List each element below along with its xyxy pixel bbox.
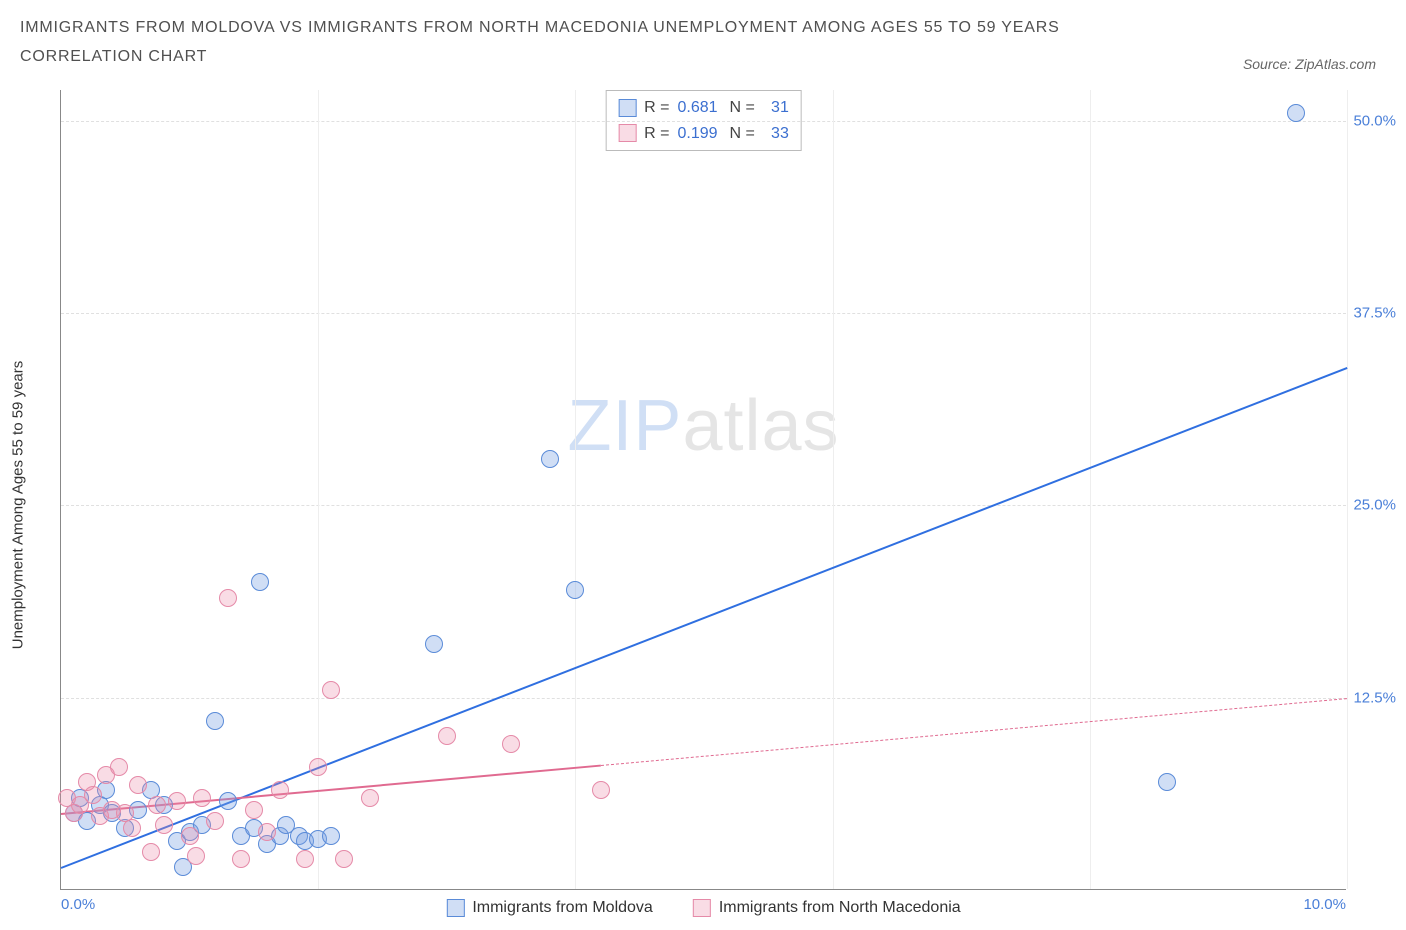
legend-series-name: Immigrants from North Macedonia: [719, 899, 961, 917]
data-point: [219, 792, 237, 810]
stats-legend-row: R = 0.199 N = 33: [618, 121, 789, 147]
stat-r-value: 0.681: [678, 95, 722, 121]
data-point: [322, 681, 340, 699]
stat-r-value: 0.199: [678, 121, 722, 147]
data-point: [361, 789, 379, 807]
y-tick-label: 50.0%: [1348, 112, 1396, 129]
legend-swatch: [618, 124, 636, 142]
data-point: [155, 816, 173, 834]
watermark: ZIPatlas: [567, 385, 839, 467]
data-point: [245, 801, 263, 819]
legend-item: Immigrants from North Macedonia: [693, 899, 961, 917]
legend-swatch: [618, 99, 636, 117]
data-point: [129, 776, 147, 794]
stats-legend-row: R = 0.681 N = 31: [618, 95, 789, 121]
watermark-zip: ZIP: [567, 386, 682, 466]
data-point: [148, 796, 166, 814]
source-attribution: Source: ZipAtlas.com: [1243, 56, 1376, 72]
gridline-vertical: [1090, 90, 1091, 889]
data-point: [1158, 773, 1176, 791]
gridline-vertical: [1347, 90, 1348, 889]
data-point: [592, 781, 610, 799]
data-point: [123, 819, 141, 837]
plot-area: ZIPatlas R =0.681N =31R =0.199N =33 Immi…: [60, 90, 1346, 890]
watermark-atlas: atlas: [682, 386, 839, 466]
stat-n-label: N =: [730, 95, 755, 121]
legend-swatch: [693, 899, 711, 917]
y-axis-label: Unemployment Among Ages 55 to 59 years: [10, 361, 27, 650]
data-point: [322, 827, 340, 845]
data-point: [142, 843, 160, 861]
gridline-horizontal: [61, 121, 1346, 122]
data-point: [206, 812, 224, 830]
data-point: [206, 712, 224, 730]
gridline-horizontal: [61, 505, 1346, 506]
data-point: [566, 581, 584, 599]
data-point: [168, 792, 186, 810]
data-point: [1287, 104, 1305, 122]
gridline-horizontal: [61, 698, 1346, 699]
data-point: [271, 781, 289, 799]
gridline-vertical: [833, 90, 834, 889]
data-point: [187, 847, 205, 865]
data-point: [232, 850, 250, 868]
x-tick-label: 0.0%: [61, 896, 95, 913]
data-point: [438, 727, 456, 745]
trend-line: [601, 698, 1347, 766]
data-point: [219, 589, 237, 607]
data-point: [258, 823, 276, 841]
data-point: [296, 850, 314, 868]
data-point: [335, 850, 353, 868]
y-tick-label: 37.5%: [1348, 305, 1396, 322]
y-tick-label: 12.5%: [1348, 689, 1396, 706]
chart-container: Unemployment Among Ages 55 to 59 years Z…: [10, 90, 1396, 920]
chart-title-line1: IMMIGRANTS FROM MOLDOVA VS IMMIGRANTS FR…: [20, 14, 1386, 43]
data-point: [425, 635, 443, 653]
data-point: [110, 758, 128, 776]
legend-series-name: Immigrants from Moldova: [472, 899, 653, 917]
legend-item: Immigrants from Moldova: [446, 899, 653, 917]
data-point: [251, 573, 269, 591]
stat-r-label: R =: [644, 95, 669, 121]
stat-r-label: R =: [644, 121, 669, 147]
series-legend: Immigrants from Moldova Immigrants from N…: [446, 899, 960, 917]
stat-n-label: N =: [730, 121, 755, 147]
gridline-vertical: [575, 90, 576, 889]
data-point: [541, 450, 559, 468]
chart-title-line2: CORRELATION CHART: [20, 43, 1386, 72]
data-point: [84, 786, 102, 804]
data-point: [181, 827, 199, 845]
stat-n-value: 33: [763, 121, 789, 147]
y-tick-label: 25.0%: [1348, 497, 1396, 514]
data-point: [502, 735, 520, 753]
x-tick-label: 10.0%: [1303, 896, 1346, 913]
gridline-horizontal: [61, 313, 1346, 314]
data-point: [193, 789, 211, 807]
trend-line: [61, 367, 1348, 869]
data-point: [309, 758, 327, 776]
legend-swatch: [446, 899, 464, 917]
stat-n-value: 31: [763, 95, 789, 121]
title-area: IMMIGRANTS FROM MOLDOVA VS IMMIGRANTS FR…: [0, 0, 1406, 72]
